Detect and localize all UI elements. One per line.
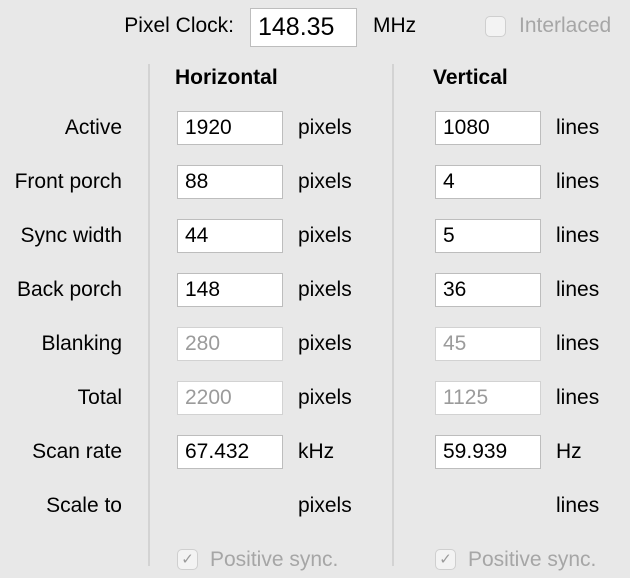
front-porch-vertical-input[interactable]: 4 — [435, 165, 541, 199]
divider — [392, 64, 394, 566]
interlaced-checkbox[interactable] — [485, 16, 506, 37]
active-horizontal-unit: pixels — [298, 116, 352, 139]
sync-width-horizontal-input[interactable]: 44 — [177, 219, 283, 253]
divider — [148, 64, 150, 566]
blanking-vertical-unit: lines — [556, 332, 600, 355]
horizontal-header: Horizontal — [175, 66, 278, 89]
back-porch-horizontal-input[interactable]: 148 — [177, 273, 283, 307]
active-label: Active — [64, 116, 122, 139]
vertical-header: Vertical — [433, 66, 508, 89]
h-positive-sync-checkbox[interactable]: ✓ — [177, 549, 198, 570]
back-porch-vertical-input[interactable]: 36 — [435, 273, 541, 307]
scan-rate-vertical-unit: Hz — [556, 440, 582, 463]
active-vertical-unit: lines — [556, 116, 600, 139]
front-porch-vertical-unit: lines — [556, 170, 600, 193]
sync-width-vertical-input[interactable]: 5 — [435, 219, 541, 253]
front-porch-horizontal-input[interactable]: 88 — [177, 165, 283, 199]
scale-to-label: Scale to — [46, 494, 122, 517]
blanking-horizontal-input: 280 — [177, 327, 283, 361]
sync-width-vertical-unit: lines — [556, 224, 600, 247]
pixel-clock-input[interactable]: 148.35 — [250, 8, 357, 47]
pixel-clock-label: Pixel Clock: — [124, 14, 234, 37]
total-vertical-unit: lines — [556, 386, 600, 409]
scan-rate-horizontal-input[interactable]: 67.432 — [177, 435, 283, 469]
active-vertical-input[interactable]: 1080 — [435, 111, 541, 145]
back-porch-horizontal-unit: pixels — [298, 278, 352, 301]
sync-width-label: Sync width — [20, 224, 122, 247]
back-porch-label: Back porch — [16, 278, 122, 301]
front-porch-horizontal-unit: pixels — [298, 170, 352, 193]
scan-rate-label: Scan rate — [32, 440, 122, 463]
h-positive-sync-label: Positive sync. — [210, 548, 339, 571]
total-horizontal-unit: pixels — [298, 386, 352, 409]
blanking-horizontal-unit: pixels — [298, 332, 352, 355]
interlaced-label: Interlaced — [519, 14, 612, 37]
blanking-label: Blanking — [41, 332, 122, 355]
back-porch-vertical-unit: lines — [556, 278, 600, 301]
scan-rate-vertical-input[interactable]: 59.939 — [435, 435, 541, 469]
sync-width-horizontal-unit: pixels — [298, 224, 352, 247]
total-vertical-input: 1125 — [435, 381, 541, 415]
scan-rate-horizontal-unit: kHz — [298, 440, 335, 463]
total-horizontal-input: 2200 — [177, 381, 283, 415]
scale-to-horizontal-unit: pixels — [298, 494, 352, 517]
v-positive-sync-label: Positive sync. — [468, 548, 597, 571]
front-porch-label: Front porch — [14, 170, 122, 193]
v-positive-sync-checkbox[interactable]: ✓ — [435, 549, 456, 570]
pixel-clock-unit: MHz — [373, 14, 417, 37]
total-label: Total — [77, 386, 122, 409]
scale-to-vertical-unit: lines — [556, 494, 600, 517]
active-horizontal-input[interactable]: 1920 — [177, 111, 283, 145]
blanking-vertical-input: 45 — [435, 327, 541, 361]
